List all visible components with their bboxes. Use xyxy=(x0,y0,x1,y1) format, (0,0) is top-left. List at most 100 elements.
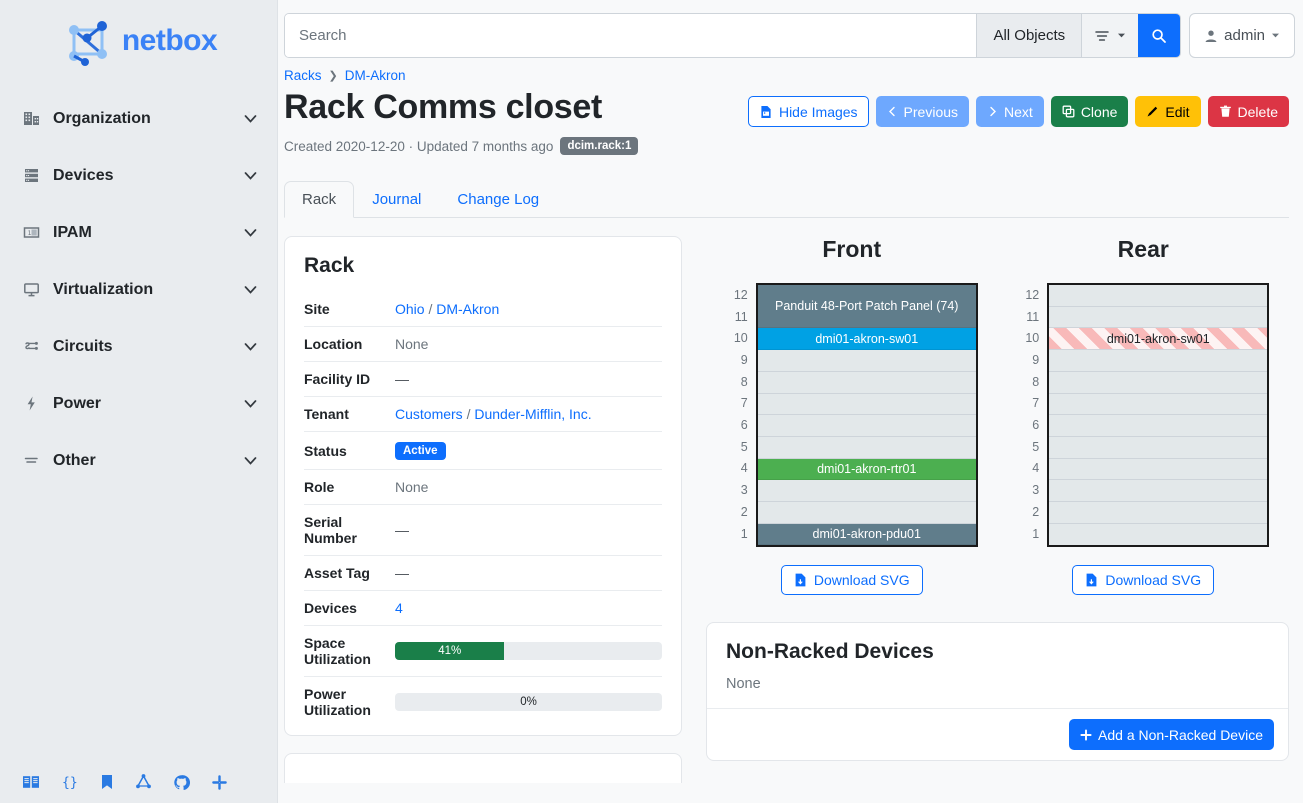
site-region-link[interactable]: Ohio xyxy=(395,301,425,318)
rear-elevation: Rear 12 11 10 9 8 7 6 5 xyxy=(998,236,1290,596)
search-submit-button[interactable] xyxy=(1138,14,1181,57)
rack-unit-empty[interactable] xyxy=(757,436,976,459)
chevron-right-icon: ❯ xyxy=(328,70,338,82)
table-row: Location None xyxy=(304,326,662,362)
rack-unit-empty[interactable] xyxy=(757,371,976,394)
separator: / xyxy=(428,301,433,318)
site-link[interactable]: DM-Akron xyxy=(436,301,500,318)
rack-unit-device[interactable]: dmi01-akron-sw01 xyxy=(757,328,976,351)
row-label: Power Utilization xyxy=(304,676,395,728)
row-label: Space Utilization xyxy=(304,625,395,677)
rack-unit-occupied[interactable]: dmi01-akron-sw01 xyxy=(1049,328,1268,351)
rack-unit-empty[interactable] xyxy=(1049,415,1268,437)
clone-label: Clone xyxy=(1080,103,1118,120)
sidebar-item-devices[interactable]: Devices xyxy=(0,147,277,204)
rack-unit-device[interactable]: Panduit 48-Port Patch Panel (74) xyxy=(757,285,976,329)
filter-dropdown-button[interactable] xyxy=(1081,14,1139,57)
unit-number: 9 xyxy=(740,353,748,367)
rack-unit-empty[interactable] xyxy=(1049,458,1268,481)
unit-number: 3 xyxy=(1032,483,1040,498)
api-icon[interactable]: {} xyxy=(61,774,79,790)
rack-unit-empty[interactable] xyxy=(1049,501,1268,524)
brand-name: netbox xyxy=(121,24,218,57)
tab-bar: Rack Journal Change Log xyxy=(284,181,1289,219)
rack-unit-empty[interactable] xyxy=(757,350,976,372)
unit-number: 10 xyxy=(1025,331,1040,346)
unit-number: 6 xyxy=(1032,418,1040,433)
documentation-icon[interactable] xyxy=(22,774,40,790)
edit-button[interactable]: Edit xyxy=(1135,96,1201,127)
sidebar-item-other[interactable]: Other xyxy=(0,432,277,489)
rack-unit-empty[interactable] xyxy=(1049,371,1268,394)
clone-button[interactable]: Clone xyxy=(1050,96,1129,127)
tenant-group-link[interactable]: Customers xyxy=(395,406,463,423)
breadcrumb-item-dm-akron[interactable]: DM-Akron xyxy=(344,68,406,83)
facility-id-value: — xyxy=(395,361,662,397)
next-button[interactable]: Next xyxy=(976,96,1044,127)
sidebar-item-power[interactable]: Power xyxy=(0,375,277,432)
rear-rack-frame: dmi01-akron-sw01 xyxy=(1047,283,1270,548)
slack-icon[interactable] xyxy=(211,774,228,791)
rack-unit-empty[interactable] xyxy=(1049,436,1268,459)
sidebar-item-circuits[interactable]: Circuits xyxy=(0,318,277,375)
tab-change-log[interactable]: Change Log xyxy=(457,191,540,209)
rear-heading: Rear xyxy=(1117,236,1169,263)
github-icon[interactable] xyxy=(173,774,190,791)
delete-button[interactable]: Delete xyxy=(1207,96,1289,127)
rack-unit-empty[interactable] xyxy=(757,393,976,416)
rack-unit-empty[interactable] xyxy=(1049,523,1268,546)
file-download-icon xyxy=(1085,573,1098,587)
rack-unit-empty[interactable] xyxy=(757,501,976,524)
rack-unit-empty[interactable] xyxy=(1049,285,1268,307)
rear-download-svg-button[interactable]: Download SVG xyxy=(1072,565,1215,596)
server-rack-icon xyxy=(20,167,42,185)
rack-unit-device[interactable]: dmi01-akron-rtr01 xyxy=(757,458,976,481)
building-icon xyxy=(20,110,42,128)
page-title: Rack Comms closet xyxy=(284,88,603,126)
hide-images-button[interactable]: Hide Images xyxy=(747,96,869,127)
sidebar-item-ipam[interactable]: 1 IPAM xyxy=(0,204,277,261)
previous-label: Previous xyxy=(903,103,959,120)
rack-unit-empty[interactable] xyxy=(1049,393,1268,416)
chevron-down-icon xyxy=(242,281,259,298)
user-menu-button[interactable]: admin xyxy=(1189,13,1295,58)
previous-button[interactable]: Previous xyxy=(875,96,970,127)
breadcrumb-item-racks[interactable]: Racks xyxy=(284,68,322,83)
add-non-racked-device-button[interactable]: Add a Non-Racked Device xyxy=(1069,719,1274,751)
devices-count-link[interactable]: 4 xyxy=(395,600,403,617)
netbox-logo-icon xyxy=(60,16,116,66)
front-unit-numbers: 12 11 10 9 8 7 6 5 4 3 xyxy=(726,283,748,544)
space-utilization-bar: 41% xyxy=(395,642,505,661)
chevron-left-icon xyxy=(887,106,898,117)
next-card-stub xyxy=(284,753,682,784)
front-download-label: Download SVG xyxy=(813,572,910,589)
table-row: Power Utilization 0% xyxy=(304,676,662,728)
next-label: Next xyxy=(1004,103,1033,120)
front-download-svg-button[interactable]: Download SVG xyxy=(780,565,923,596)
rear-unit-numbers: 12 11 10 9 8 7 6 5 4 3 xyxy=(1017,283,1039,544)
table-row: Facility ID — xyxy=(304,361,662,397)
tab-rack[interactable]: Rack xyxy=(284,181,355,219)
graphql-icon[interactable] xyxy=(135,773,152,791)
unit-number: 9 xyxy=(1032,353,1040,367)
sidebar-item-organization[interactable]: Organization xyxy=(0,90,277,147)
rack-unit-empty[interactable] xyxy=(757,415,976,437)
tenant-link[interactable]: Dunder-Mifflin, Inc. xyxy=(474,406,592,423)
rack-unit-empty[interactable] xyxy=(1049,306,1268,329)
rack-unit-device[interactable]: dmi01-akron-pdu01 xyxy=(757,523,976,546)
api-docs-icon[interactable] xyxy=(100,774,114,790)
sidebar-item-label: Power xyxy=(53,394,102,412)
brand-logo[interactable]: netbox xyxy=(0,0,277,76)
title-row: Rack Comms closet Created 2020-12-20 · U… xyxy=(284,88,1289,156)
rack-card-title: Rack xyxy=(304,254,355,278)
object-scope-select[interactable]: All Objects xyxy=(976,14,1082,57)
action-buttons: Hide Images Previous Next xyxy=(747,88,1289,127)
rack-unit-empty[interactable] xyxy=(1049,350,1268,372)
rack-unit-empty[interactable] xyxy=(757,480,976,502)
object-meta: Created 2020-12-20 · Updated 7 months ag… xyxy=(284,137,639,156)
sidebar-item-virtualization[interactable]: Virtualization xyxy=(0,261,277,318)
unit-number: 12 xyxy=(1025,287,1040,302)
tab-journal[interactable]: Journal xyxy=(372,191,422,209)
rack-unit-empty[interactable] xyxy=(1049,480,1268,502)
search-input[interactable] xyxy=(285,14,977,57)
